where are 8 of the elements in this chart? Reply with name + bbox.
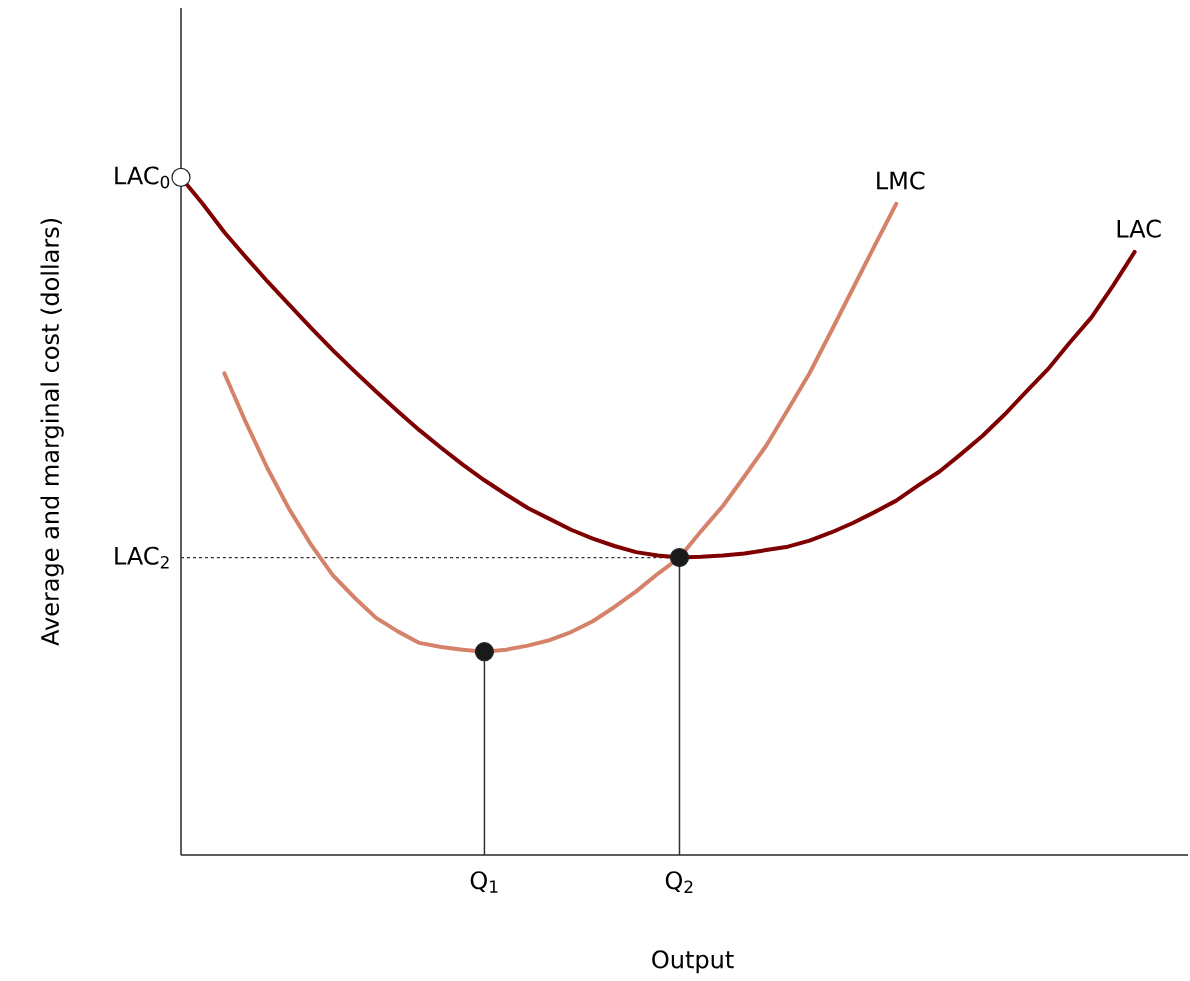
x-axis-title: Output: [652, 950, 734, 974]
series-label: LMC: [877, 171, 925, 190]
series-label: LAC: [1117, 219, 1161, 238]
ref-line-label: LAC$_{2}$: [115, 546, 169, 569]
y-axis-title: Average and marginal cost (dollars): [40, 218, 64, 646]
x-tick-label: Q$_{1}$: [470, 871, 498, 893]
x-tick-label: Q$_{2}$: [665, 871, 693, 893]
text: LAC$_{0}$: [115, 166, 170, 189]
